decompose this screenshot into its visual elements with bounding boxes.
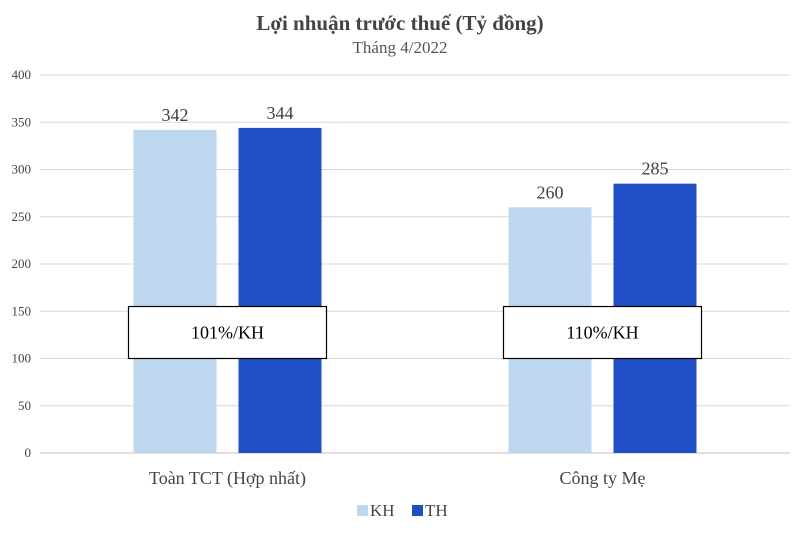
y-tick-label: 300 [12,162,32,177]
chart-subtitle: Tháng 4/2022 [353,38,448,57]
y-tick-label: 250 [12,209,32,224]
bars [133,127,697,454]
data-labels: 342 344 260 285 [162,103,669,202]
legend-swatch-kh [357,505,368,516]
data-label: 260 [537,182,564,202]
data-label: 342 [162,105,189,125]
y-tick-label: 350 [12,114,32,129]
x-axis: Toàn TCT (Hợp nhất) Công ty Mẹ [149,468,646,489]
y-tick-label: 100 [12,351,32,366]
annotation-label: 110%/KH [566,323,638,343]
y-tick-label: 50 [18,398,31,413]
y-tick-label: 400 [12,67,32,82]
y-axis: 0 50 100 150 200 250 300 350 400 [12,67,32,460]
data-label: 285 [642,159,669,179]
bar-th [238,127,322,454]
annotation-box [127,305,328,360]
data-label: 344 [267,103,294,123]
y-tick-label: 0 [25,445,32,460]
legend-label-th: TH [425,501,448,520]
legend: KH TH [357,501,448,520]
y-tick-label: 150 [12,303,32,318]
annotations: 101%/KH 110%/KH [127,305,703,360]
annotation-label: 101%/KH [191,323,264,343]
x-category-label: Công ty Mẹ [559,468,645,488]
x-category-label: Toàn TCT (Hợp nhất) [149,468,306,489]
chart-title: Lợi nhuận trước thuế (Tỷ đồng) [256,11,543,35]
legend-swatch-th [412,505,423,516]
legend-label-kh: KH [370,501,395,520]
annotation-box [502,305,703,360]
y-tick-label: 200 [12,256,32,271]
bar-kh [133,129,217,453]
